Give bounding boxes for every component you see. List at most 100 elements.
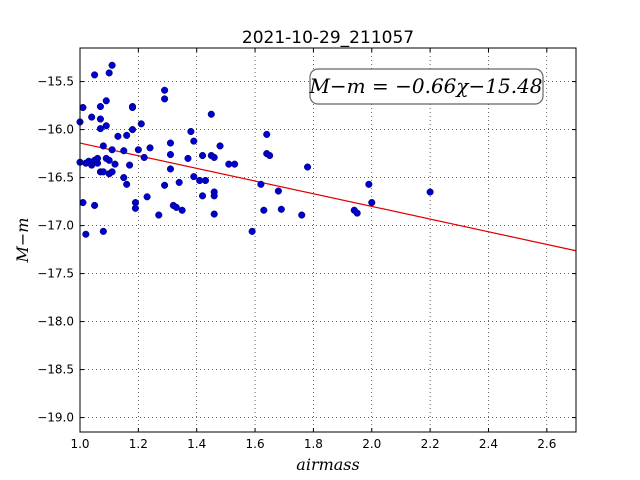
data-point: [210, 192, 218, 200]
data-point: [134, 146, 142, 154]
data-point: [365, 180, 373, 188]
data-point: [190, 137, 198, 145]
x-tick-label: 2.2: [421, 437, 440, 451]
data-point: [128, 103, 137, 112]
data-point: [111, 160, 119, 168]
data-point: [298, 211, 306, 219]
data-point: [137, 120, 145, 128]
data-point: [231, 160, 239, 168]
x-tick-label: 1.2: [129, 437, 148, 451]
data-point: [161, 86, 169, 94]
data-point: [166, 151, 174, 159]
y-tick-label: −17.0: [37, 219, 74, 233]
data-point: [201, 176, 210, 185]
x-axis-ticks: 1.0 1.2 1.4 1.6 1.8 2.0 2.2 2.4 2.6: [70, 48, 556, 451]
data-point: [123, 131, 131, 139]
data-point: [146, 144, 154, 152]
data-point: [120, 174, 128, 182]
y-axis-label: M−m: [13, 218, 32, 264]
data-point: [96, 103, 104, 111]
data-point: [120, 147, 128, 155]
data-point: [91, 71, 99, 79]
data-point: [248, 227, 256, 235]
x-tick-label: 2.4: [479, 437, 498, 451]
data-point: [105, 69, 113, 77]
x-tick-label: 2.0: [362, 437, 381, 451]
data-point: [161, 95, 169, 103]
y-tick-label: −18.5: [37, 363, 74, 377]
x-tick-label: 1.6: [246, 437, 265, 451]
plot-area: [80, 48, 576, 432]
x-tick-label: 1.4: [187, 437, 206, 451]
data-point: [368, 199, 376, 207]
fit-equation-annotation: M−m = −0.66χ−15.48: [308, 74, 542, 98]
annotation-box: [309, 68, 544, 105]
data-point: [266, 151, 274, 160]
data-point: [99, 142, 107, 150]
y-tick-label: −16.0: [37, 123, 74, 137]
data-point: [190, 173, 198, 181]
data-point: [274, 187, 282, 195]
data-point: [114, 132, 122, 140]
x-axis-label: airmass: [296, 455, 359, 474]
chart-title: 2021-10-29_211057: [242, 28, 414, 48]
data-point: [263, 130, 271, 138]
data-point: [91, 201, 99, 209]
data-point: [96, 125, 104, 133]
data-point: [426, 188, 434, 196]
data-point: [166, 139, 174, 147]
data-point: [128, 126, 137, 134]
data-point: [166, 165, 174, 173]
data-point: [161, 181, 169, 189]
data-point: [178, 206, 186, 214]
fit-line-group: [79, 142, 577, 252]
data-point: [143, 193, 151, 201]
data-point: [102, 122, 110, 130]
data-point: [88, 113, 96, 121]
y-tick-label: −18.0: [37, 315, 74, 329]
data-point: [93, 159, 102, 167]
data-point: [155, 211, 163, 219]
data-point: [198, 151, 207, 160]
data-point: [82, 230, 90, 238]
data-point: [210, 153, 218, 161]
data-point: [140, 153, 148, 161]
data-point: [198, 192, 207, 200]
x-tick-label: 1.0: [70, 437, 89, 451]
data-point: [210, 210, 218, 218]
x-tick-label: 2.6: [537, 437, 556, 451]
x-tick-label: 1.8: [304, 437, 323, 451]
data-point: [304, 163, 312, 171]
data-point: [105, 156, 113, 164]
data-point: [277, 205, 285, 213]
y-tick-label: −17.5: [37, 267, 74, 281]
data-point: [108, 61, 116, 69]
data-point: [353, 209, 361, 217]
data-point: [172, 203, 180, 211]
data-point: [260, 206, 268, 214]
data-point: [108, 168, 116, 176]
data-point: [126, 161, 134, 169]
y-tick-label: −15.5: [37, 75, 74, 89]
data-point: [108, 146, 116, 154]
data-point: [207, 110, 215, 118]
plot-frame: [79, 47, 577, 433]
data-point: [99, 227, 107, 235]
data-point: [79, 199, 87, 207]
fit-line: [79, 142, 577, 252]
data-point: [257, 180, 265, 188]
data-point: [102, 97, 110, 105]
data-point: [184, 154, 192, 162]
data-point: [79, 103, 87, 112]
data-point: [123, 180, 131, 188]
data-point: [131, 204, 139, 212]
data-point: [187, 127, 195, 136]
y-tick-label: −19.0: [37, 411, 74, 425]
data-point: [175, 178, 183, 186]
data-points: [76, 61, 434, 238]
y-axis-ticks: −15.5 −16.0 −16.5 −17.0 −17.5 −18.0 −18.5 −19.0: [37, 75, 576, 425]
data-point: [216, 142, 224, 150]
y-tick-label: −16.5: [37, 171, 74, 185]
data-point: [96, 115, 104, 123]
